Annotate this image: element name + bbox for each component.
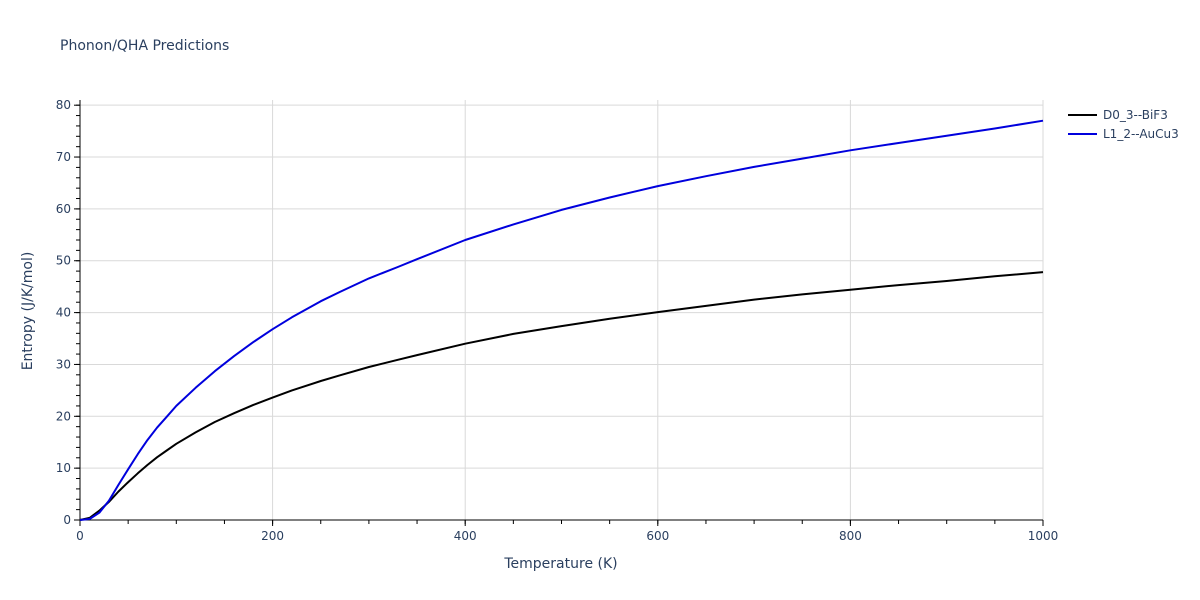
y-tick-label: 70 <box>56 150 71 164</box>
y-tick-label: 60 <box>56 202 71 216</box>
grid <box>80 100 1044 520</box>
chart-title: Phonon/QHA Predictions <box>60 38 229 54</box>
y-tick-label: 30 <box>56 357 71 371</box>
x-tick-label: 0 <box>76 529 84 543</box>
series-line-1 <box>79 271 1044 521</box>
legend-item-1[interactable]: D0_3--BiF3 <box>1068 108 1168 122</box>
x-tick-label: 200 <box>261 529 284 543</box>
y-tick-label: 40 <box>56 306 71 320</box>
axes: 0 200 400 600 800 1000 0 10 20 30 40 50 60 70 80 <box>56 98 1059 543</box>
x-tick-label: 800 <box>839 529 862 543</box>
x-tick-label: 1000 <box>1028 529 1059 543</box>
x-axis-label: Temperature (K) <box>503 556 617 572</box>
plot-area <box>79 119 1044 521</box>
y-tick-label: 20 <box>56 409 71 423</box>
y-tick-label: 0 <box>63 513 71 527</box>
x-tick-label: 600 <box>646 529 669 543</box>
series-line-2 <box>79 119 1044 521</box>
y-tick-label: 80 <box>56 98 71 112</box>
legend-label: L1_2--AuCu3 <box>1103 127 1179 141</box>
legend-label: D0_3--BiF3 <box>1103 108 1168 122</box>
x-tick-label: 400 <box>454 529 477 543</box>
y-tick-label: 50 <box>56 254 71 268</box>
legend[interactable]: D0_3--BiF3 L1_2--AuCu3 <box>1068 108 1179 141</box>
y-axis-label: Entropy (J/K/mol) <box>20 252 36 371</box>
y-tick-label: 10 <box>56 461 71 475</box>
legend-item-2[interactable]: L1_2--AuCu3 <box>1068 127 1179 141</box>
